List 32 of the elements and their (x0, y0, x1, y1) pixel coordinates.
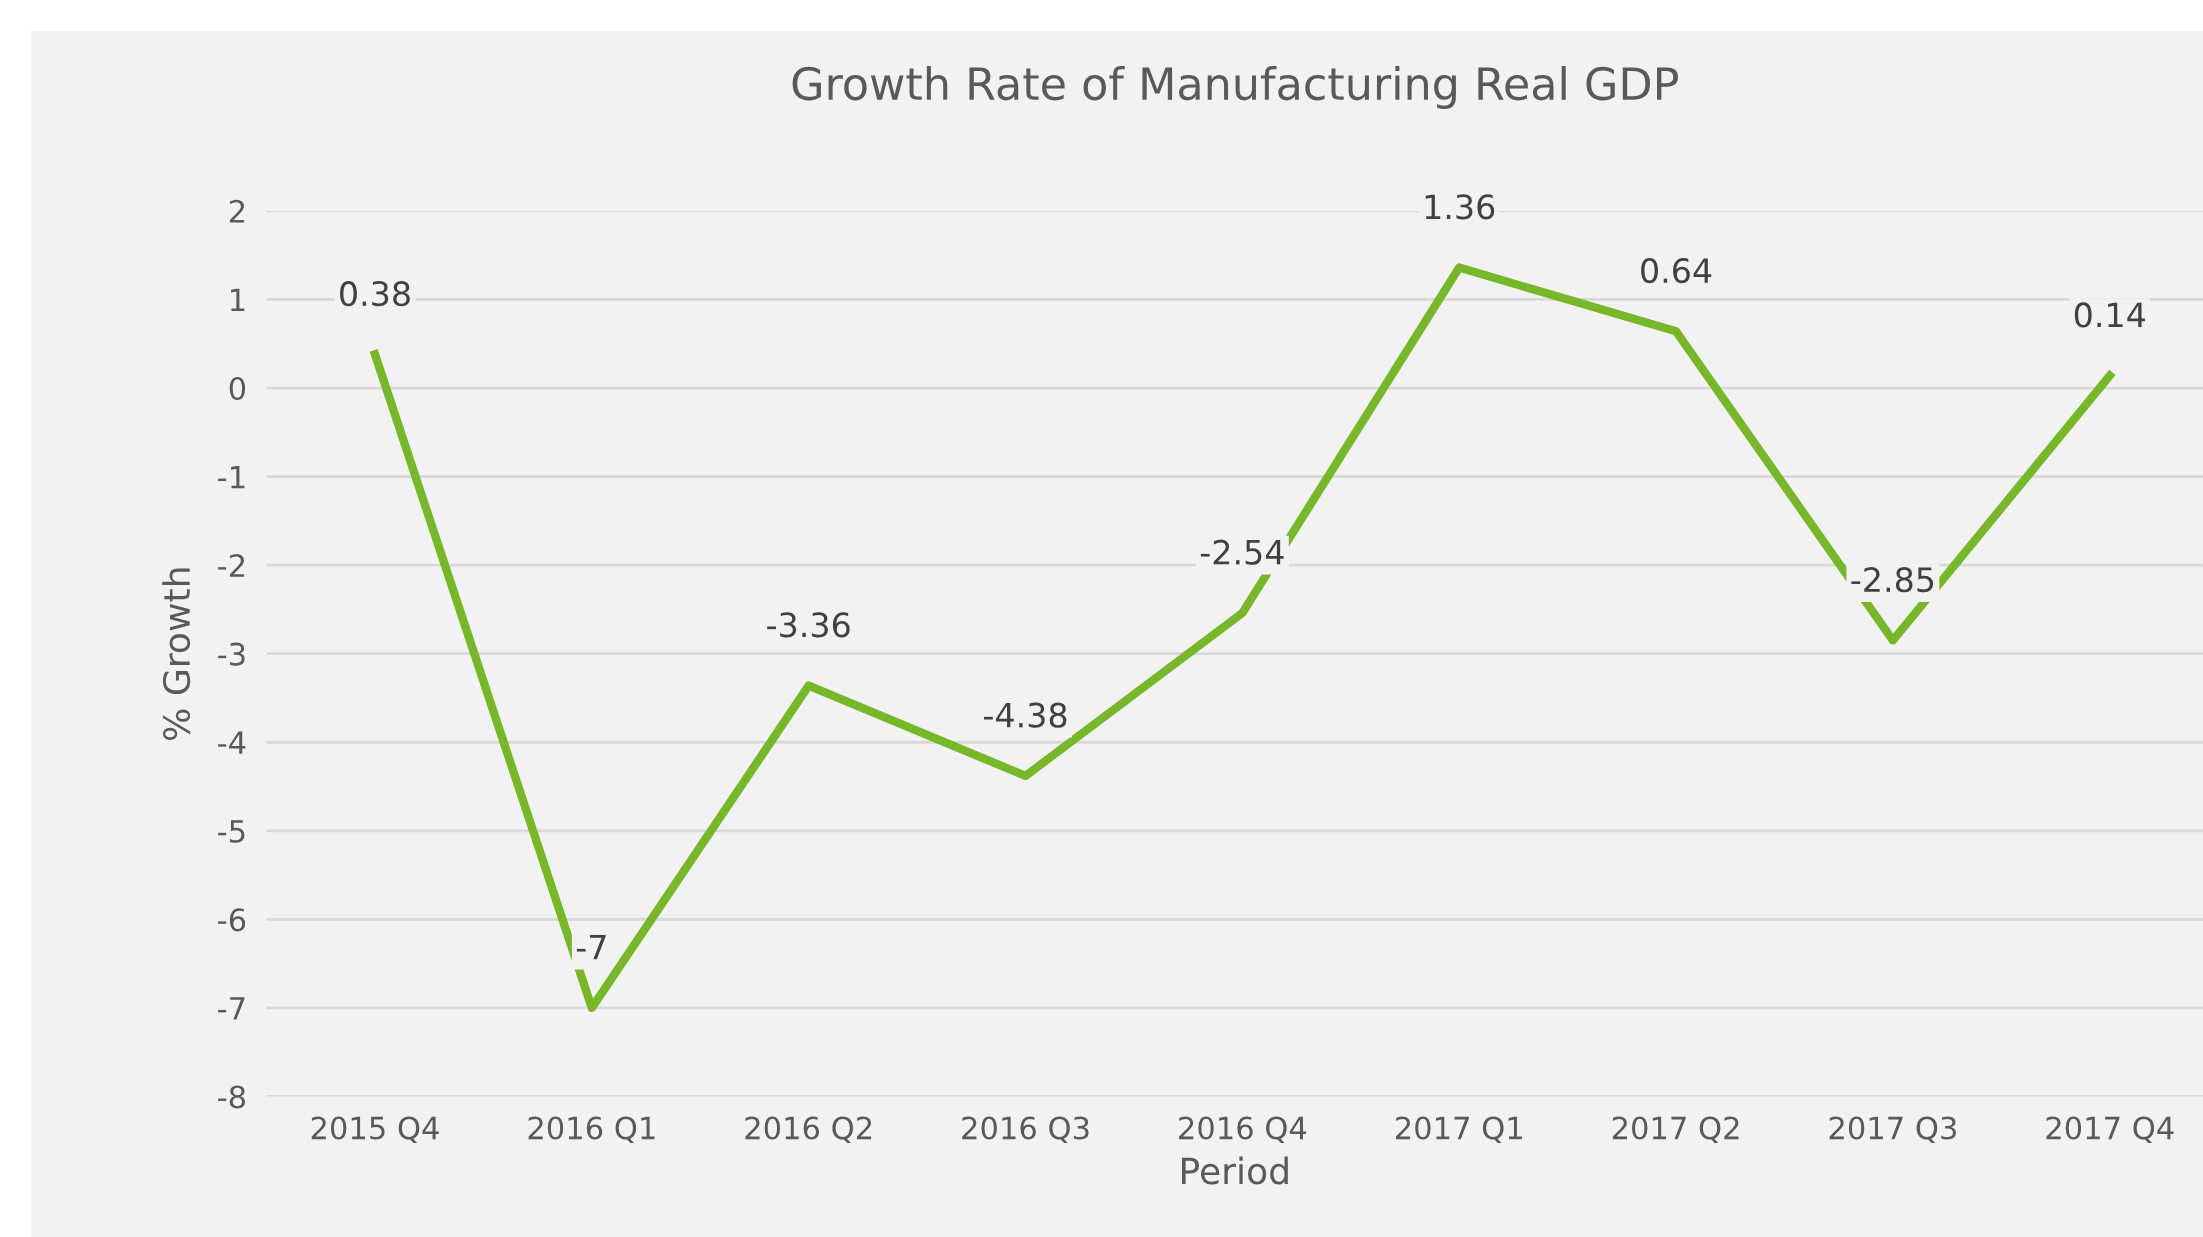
y-axis-title: % Growth (162, 568, 191, 740)
y-tick-label: 1 (231, 288, 245, 312)
data-label: -3.36 (767, 612, 850, 638)
data-label: -7 (576, 935, 606, 960)
x-tick-label: 2017 Q1 (1395, 1116, 1522, 1144)
y-tick-label: -3 (218, 642, 245, 666)
y-tick-label: -6 (218, 908, 246, 932)
x-tick-label: 2015 Q4 (311, 1116, 439, 1144)
data-label: -4.38 (984, 702, 1067, 728)
y-tick-label: -1 (218, 465, 245, 489)
x-tick-label: 2016 Q4 (1179, 1116, 1307, 1144)
x-tick-label: 2016 Q2 (745, 1116, 872, 1144)
y-tick-label: 0 (229, 376, 246, 401)
y-tick-label: -8 (218, 1085, 246, 1109)
data-label: 1.36 (1425, 194, 1495, 220)
data-label: 0.38 (340, 281, 410, 307)
data-label: -2.85 (1851, 567, 1934, 593)
x-tick-label: 2017 Q4 (2046, 1116, 2174, 1144)
x-tick-label: 2017 Q3 (1829, 1116, 1956, 1144)
y-tick-label: -5 (218, 820, 245, 843)
x-tick-label: 2017 Q2 (1612, 1116, 1739, 1144)
x-tick-label: 2016 Q1 (528, 1116, 655, 1144)
x-tick-label: 2016 Q3 (962, 1116, 1089, 1144)
y-tick-label: -4 (218, 731, 246, 754)
data-label: 0.64 (1641, 258, 1712, 284)
data-label: 0.14 (2074, 302, 2145, 328)
data-label: -2.54 (1200, 539, 1284, 565)
chart-title: Growth Rate of Manufacturing Real GDP (792, 66, 1678, 110)
x-axis-title: Period (1182, 1156, 1288, 1185)
y-tick-label: -7 (218, 997, 245, 1020)
y-tick-label: -2 (218, 554, 245, 577)
y-tick-label: 2 (229, 199, 245, 223)
